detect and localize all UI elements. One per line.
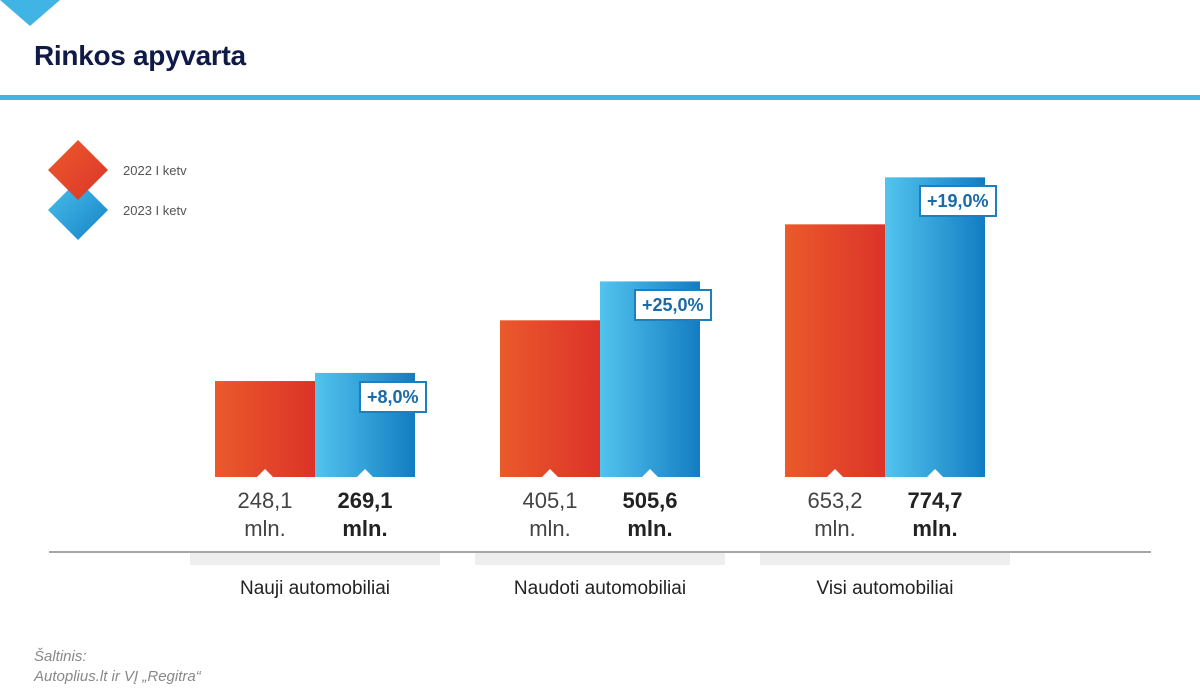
value-number: 653,2 — [807, 488, 863, 513]
value-label-2022-2: 653,2 mln. — [785, 487, 885, 543]
title-rule — [0, 95, 1200, 100]
value-unit: mln. — [912, 516, 958, 541]
value-unit: mln. — [342, 516, 388, 541]
page-title: Rinkos apyvarta — [34, 40, 246, 71]
category-label-2: Visi automobiliai — [816, 578, 954, 599]
value-number: 405,1 — [522, 488, 578, 513]
bar-notch — [542, 469, 558, 477]
category-band — [760, 553, 1010, 565]
change-badge-2: +19,0% — [919, 185, 997, 218]
legend-label-2023: 2023 I ketv — [123, 203, 187, 218]
bar-2023-2 — [885, 177, 985, 477]
bar-notch — [642, 469, 658, 477]
bar-notch — [827, 469, 843, 477]
bar-notch — [357, 469, 373, 477]
category-label-0: Nauji automobiliai — [240, 578, 390, 599]
legend-swatch-2023 — [48, 180, 108, 240]
value-unit: mln. — [814, 516, 856, 541]
value-number: 774,7 — [907, 488, 963, 513]
change-badge-0: +8,0% — [359, 380, 427, 413]
value-label-2023-2: 774,7 mln. — [885, 487, 985, 543]
bar-notch — [257, 469, 273, 477]
value-label-2022-1: 405,1 mln. — [500, 487, 600, 543]
value-number: 248,1 — [237, 488, 293, 513]
legend: 2022 I ketv 2023 I ketv — [48, 138, 248, 248]
value-number: 269,1 — [337, 488, 393, 513]
corner-decoration — [0, 0, 60, 26]
category-label-1: Naudoti automobiliai — [513, 578, 687, 599]
legend-swatch-2022 — [48, 140, 108, 200]
source-label: Šaltinis: — [34, 648, 87, 665]
bar-2022-2 — [785, 224, 885, 477]
value-unit: mln. — [529, 516, 571, 541]
bar-notch — [927, 469, 943, 477]
value-number: 505,6 — [622, 488, 678, 513]
category-band — [190, 553, 440, 565]
source-note: Šaltinis: Autoplius.lt ir VĮ „Regitra“ — [34, 647, 201, 687]
bar-2022-1 — [500, 320, 600, 477]
category-band — [475, 553, 725, 565]
value-label-2023-1: 505,6 mln. — [600, 487, 700, 543]
value-unit: mln. — [244, 516, 286, 541]
source-text: Autoplius.lt ir VĮ „Regitra“ — [34, 668, 201, 685]
value-label-2023-0: 269,1 mln. — [315, 487, 415, 543]
change-badge-1: +25,0% — [634, 289, 712, 322]
bar-2022-0 — [215, 381, 315, 477]
legend-label-2022: 2022 I ketv — [123, 163, 187, 178]
value-label-2022-0: 248,1 mln. — [215, 487, 315, 543]
value-unit: mln. — [627, 516, 673, 541]
